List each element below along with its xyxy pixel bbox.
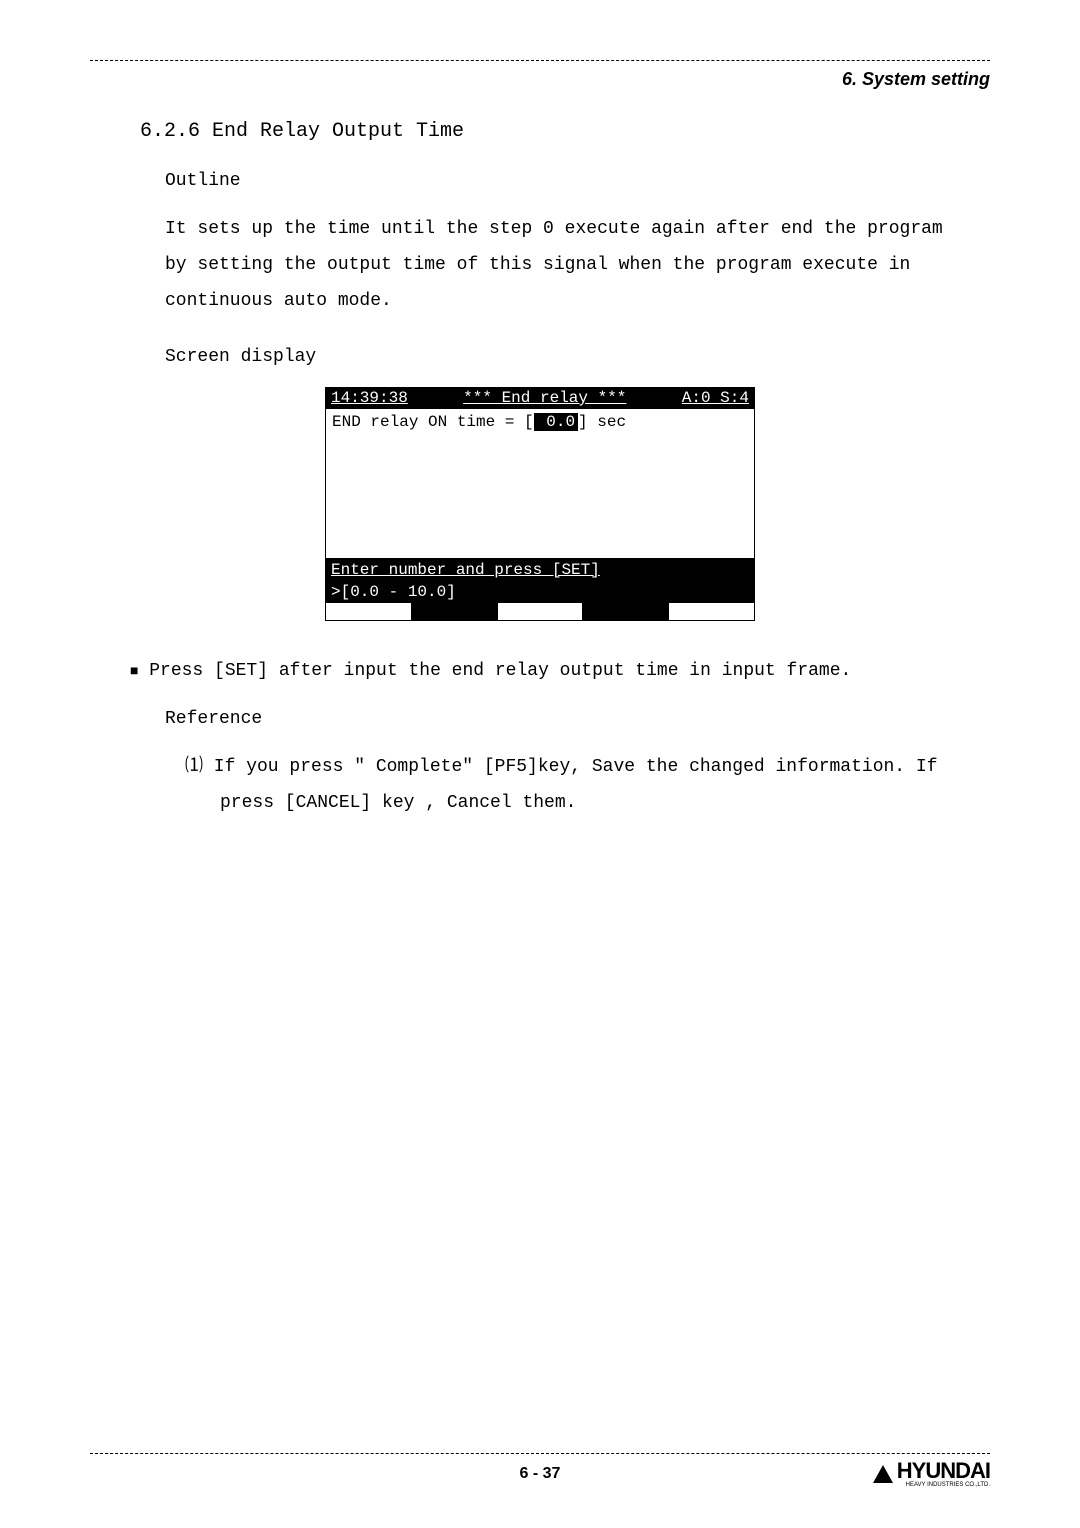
terminal-bottom-bar (325, 603, 755, 621)
terminal-screen: 14:39:38 *** End relay *** A:0 S:4 END r… (325, 387, 755, 621)
terminal-body-prefix: END relay ON time = [ (332, 413, 534, 431)
terminal-prompt: Enter number and press [SET] (325, 559, 755, 581)
screen-display-label: Screen display (165, 347, 990, 367)
page-number: 6 - 37 (520, 1465, 561, 1483)
bottom-seg (497, 603, 584, 621)
reference-item: ⑴ If you press " Complete" [PF5]key, Sav… (185, 749, 990, 821)
hyundai-logo: HYUNDAI HEAVY INDUSTRIES CO.,LTD. (873, 1460, 990, 1488)
logo-main-text: HYUNDAI (897, 1460, 990, 1482)
outline-label: Outline (165, 171, 990, 191)
bottom-seg (583, 603, 668, 621)
terminal-range: >[0.0 - 10.0] (325, 581, 755, 603)
terminal-time: 14:39:38 (331, 389, 408, 407)
page-footer: 6 - 37 HYUNDAI HEAVY INDUSTRIES CO.,LTD. (90, 1453, 990, 1488)
logo-sub-text: HEAVY INDUSTRIES CO.,LTD. (897, 1482, 990, 1488)
triangle-icon (873, 1465, 893, 1483)
bottom-seg (325, 603, 412, 621)
terminal-value-highlight: 0.0 (534, 413, 578, 431)
outline-text: It sets up the time until the step 0 exe… (165, 211, 970, 319)
square-bullet-icon: ■ (130, 664, 138, 680)
section-heading: 6.2.6 End Relay Output Time (140, 120, 990, 143)
terminal-body: END relay ON time = [ 0.0] sec (325, 409, 755, 559)
footer-divider (90, 1453, 990, 1454)
header-divider (90, 60, 990, 61)
terminal-body-suffix: ] sec (578, 413, 626, 431)
instruction-line: ■ Press [SET] after input the end relay … (130, 661, 990, 681)
terminal-header: 14:39:38 *** End relay *** A:0 S:4 (325, 387, 755, 409)
terminal-status: A:0 S:4 (682, 389, 749, 407)
reference-label: Reference (165, 709, 990, 729)
bottom-seg (668, 603, 755, 621)
terminal-title: *** End relay *** (463, 389, 626, 407)
instruction-text: Press [SET] after input the end relay ou… (149, 661, 851, 681)
bottom-seg (412, 603, 497, 621)
footer-content: 6 - 37 HYUNDAI HEAVY INDUSTRIES CO.,LTD. (90, 1460, 990, 1488)
logo-text-wrap: HYUNDAI HEAVY INDUSTRIES CO.,LTD. (897, 1460, 990, 1488)
chapter-header: 6. System setting (90, 69, 990, 90)
